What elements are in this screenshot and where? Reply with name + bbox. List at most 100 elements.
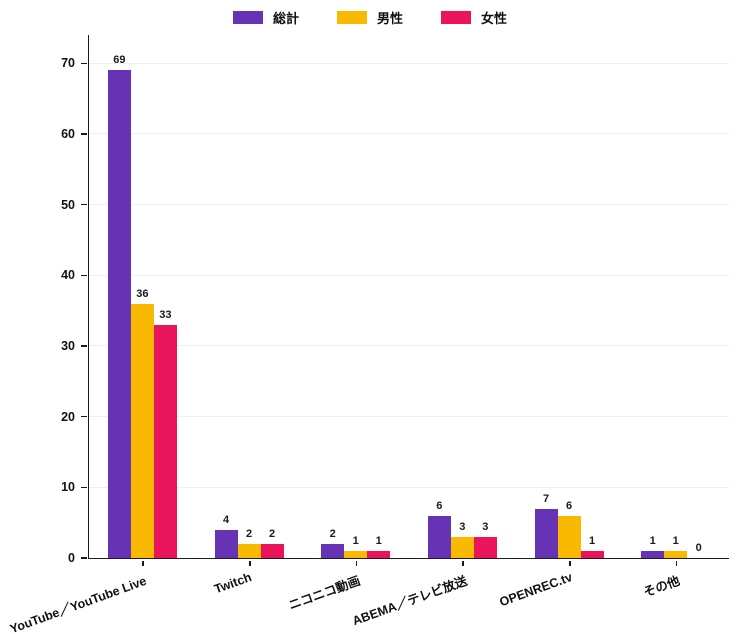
x-category-label: ニコニコ動画 [286,573,362,613]
gridline-30 [89,345,729,347]
y-tick-mark-10 [81,486,87,489]
bar-value-label: 2 [329,527,336,540]
bars-row: 2 1 1 [321,527,391,558]
bar-column-female: 1 [367,534,391,558]
legend-swatch-male [336,11,367,24]
x-category-label: その他 [641,573,682,600]
y-tick-label: 50 [61,197,75,212]
bars-row: 6 3 3 [427,499,497,558]
bar-column-male: 6 [557,499,581,558]
bar-total [214,529,238,558]
x-tick-mark-5 [675,561,678,566]
y-tick-mark-30 [81,345,87,347]
bar-female [580,550,604,558]
bar-male [344,550,368,558]
bar-group-3: 6 3 3 ABEMA／テレビ放送 [350,35,516,628]
bar-female [260,543,284,558]
bars-row: 1 1 0 [641,535,710,558]
x-category-label: ABEMA／テレビ放送 [350,573,469,629]
x-tick-mark-3 [462,561,464,566]
bar-female [153,324,177,558]
y-tick-mark-0 [81,557,87,559]
x-tick-mark-0 [142,561,144,566]
bar-value-label: 6 [565,499,573,512]
legend-item-male: 男性 [336,8,403,27]
bar-total [641,550,665,558]
bar-male [450,536,474,558]
bar-value-label: 1 [588,534,596,547]
y-tick-label: 10 [61,480,75,495]
y-tick-mark-50 [81,203,87,206]
legend-item-female: 女性 [441,8,507,27]
bar-value-label: 1 [375,534,382,547]
bar-column-total: 1 [641,534,665,558]
bar-column-total: 69 [107,54,131,558]
y-tick-mark-70 [81,62,87,65]
bar-value-label: 1 [352,534,359,547]
bar-total [534,508,558,558]
bar-group-5: 1 1 0 その他 [622,35,729,600]
x-category-label: Twitch [212,570,254,597]
y-tick-label: 20 [61,409,75,424]
y-tick-label: 60 [61,126,75,141]
legend-swatch-total [232,11,263,24]
bar-column-female: 0 [687,542,710,558]
bar-male [130,303,154,558]
bar-column-male: 1 [664,534,688,558]
legend-item-total: 総計 [232,8,299,27]
bar-group-4: 7 6 1 OPENREC.tv [497,35,623,609]
bar-column-female: 2 [260,528,284,558]
bar-value-label: 0 [695,542,702,554]
y-tick-label: 0 [68,551,75,565]
bar-value-label: 69 [113,54,126,67]
bar-value-label: 4 [222,513,230,526]
bar-column-male: 2 [237,527,261,558]
bar-column-male: 1 [344,534,368,558]
bar-column-female: 1 [580,534,604,558]
bar-total [107,70,131,558]
gridline-40 [89,274,729,276]
bar-female [367,550,391,558]
bar-column-total: 6 [427,499,451,558]
bar-column-total: 7 [534,492,558,558]
bar-value-label: 36 [136,287,149,300]
gridline-60 [89,133,729,135]
bar-column-male: 36 [130,287,154,558]
bar-column-total: 2 [321,527,345,558]
bar-value-label: 1 [672,534,679,547]
x-tick-mark-4 [569,561,571,566]
bars-row: 69 36 33 [107,54,177,558]
bar-male [237,543,261,558]
bar-female [473,536,497,558]
bar-value-label: 33 [159,308,172,321]
legend-swatch-female [441,11,471,24]
gridline-50 [89,204,729,206]
gridline-20 [89,416,729,418]
gridline-10 [89,486,729,488]
bar-column-male: 3 [450,521,474,558]
y-tick-label: 40 [61,268,75,283]
bar-total [321,543,345,558]
legend-label-female: 女性 [481,11,508,26]
bar-column-total: 4 [214,513,238,558]
bars-row: 4 2 2 [214,513,284,558]
legend-label-total: 総計 [272,11,299,26]
bar-male [557,515,581,558]
x-category-label: OPENREC.tv [497,570,574,610]
x-tick-mark-1 [249,561,251,566]
y-tick-label: 70 [61,56,75,71]
bar-group-2: 2 1 1 ニコニコ動画 [287,35,409,613]
bar-value-label: 1 [649,534,656,547]
bar-male [664,550,688,558]
legend: 総計 男性 女性 [0,8,740,27]
legend-label-male: 男性 [376,11,403,26]
bar-value-label: 7 [542,492,550,505]
x-tick-mark-2 [355,561,358,566]
bar-group-1: 4 2 2 Twitch [196,35,303,596]
bars-row: 7 6 1 [534,492,604,558]
bar-value-label: 2 [245,527,253,540]
bar-value-label: 6 [436,499,443,512]
bar-total [427,515,451,558]
bar-column-female: 3 [473,521,497,558]
